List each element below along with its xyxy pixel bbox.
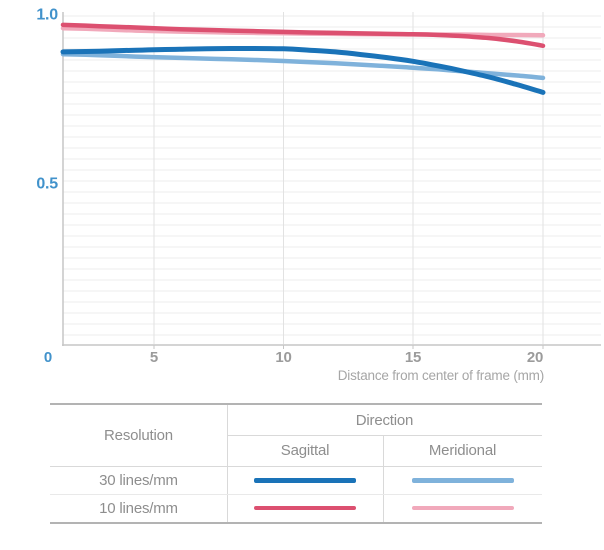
row-divider [50,494,542,495]
mtf-chart-svg: 1.0 0.5 0 5 10 15 20 [36,7,601,366]
legend-line-10-sagittal [254,506,356,510]
x-tick-label: 5 [150,349,158,366]
curve-30-sagittal [60,45,546,95]
direction-underline [227,435,542,436]
y-tick-label: 0.5 [36,176,58,193]
x-tick-label: 0 [44,349,52,366]
table-column-divider [227,405,228,522]
legend-cell [227,466,383,494]
row-label-10: 10 lines/mm [99,499,178,517]
legend-line-10-meridional [411,506,514,510]
resolution-header: Resolution [104,427,173,444]
table-column-divider [383,435,384,522]
curve-30-meridional [60,51,546,81]
x-axis-title: Distance from center of frame (mm) [337,368,544,383]
legend-line-30-meridional [411,477,514,483]
x-tick-label: 10 [275,349,291,366]
y-tick-label: 1.0 [36,7,58,24]
legend-table: Resolution Direction Sagittal Meridional… [50,403,542,524]
curve-10-sagittal [60,22,546,49]
legend-cell [383,466,542,494]
legend-line-30-sagittal [254,477,356,483]
row-label-30: 30 lines/mm [99,471,178,489]
header-underline [50,466,542,467]
sagittal-header: Sagittal [280,442,330,459]
meridional-header: Meridional [428,442,497,459]
legend-cell [383,494,542,522]
legend-cell [227,494,383,522]
direction-header: Direction [355,411,414,429]
x-tick-label: 20 [527,349,543,366]
x-tick-label: 15 [405,349,421,366]
